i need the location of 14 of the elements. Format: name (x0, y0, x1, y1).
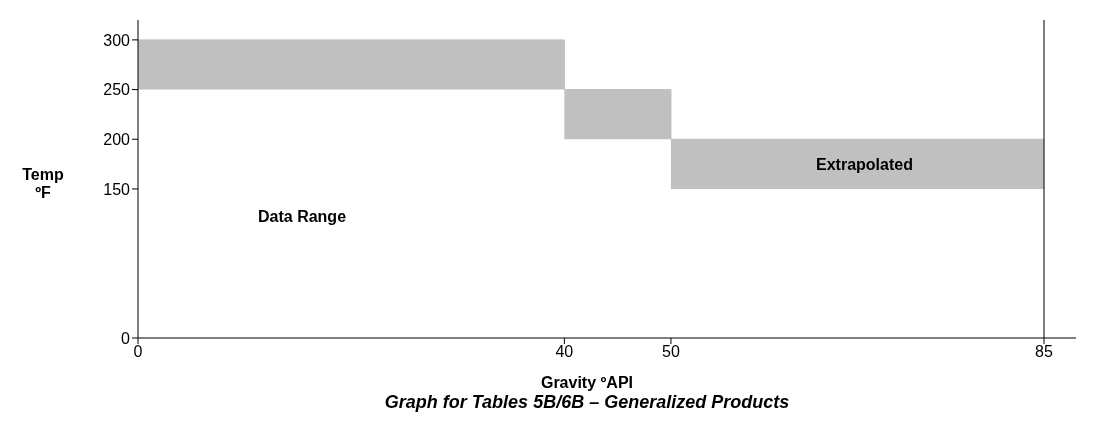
y-tick-label: 150 (103, 180, 131, 198)
x-tick-label: 85 (1035, 343, 1054, 361)
y-tick-label: 300 (103, 31, 131, 49)
text: Graph for Tables 5B/6B – Generalized Products (383, 392, 791, 413)
y-tick-label: 0 (121, 329, 131, 347)
y-axis-title: Temp ºF (21, 166, 65, 202)
x-tick-label: 50 (662, 343, 680, 361)
annotation: Data Range (258, 208, 347, 226)
x-axis-title: Gravity ºAPI (539, 374, 635, 392)
annotation: Extrapolated (816, 156, 913, 174)
y-tick-label: 200 (103, 130, 131, 148)
y-tick-label: 250 (103, 81, 131, 99)
x-tick-label: 40 (555, 343, 574, 361)
x-tick-label: 0 (133, 343, 143, 361)
